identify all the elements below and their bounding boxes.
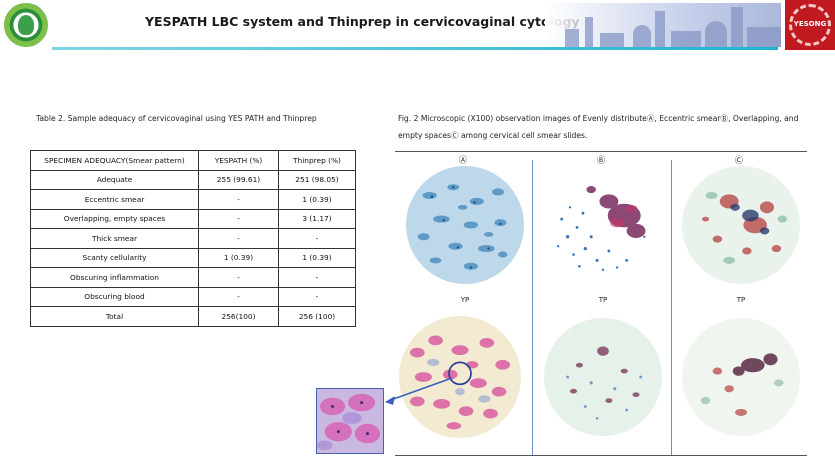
table-row: Obscuring blood - -	[30, 287, 356, 307]
zoom-inset-image	[316, 388, 384, 454]
column-separator	[532, 160, 533, 455]
micrograph-b-tp	[544, 166, 662, 284]
table-row: Overlapping, empty spaces - 3 (1.17)	[30, 209, 356, 229]
row-label-tp: TP	[598, 296, 608, 304]
column-label-c: Ⓒ	[734, 156, 744, 166]
table-caption: Table 2. Sample adequacy of cervicovagin…	[36, 114, 317, 123]
table-cell: -	[278, 287, 356, 307]
table-row: Scanty cellularity 1 (0.39) 1 (0.39)	[30, 248, 356, 268]
table-cell: -	[198, 267, 279, 288]
micrograph-c-tp	[682, 166, 800, 284]
table-cell: 255 (99.61)	[198, 170, 279, 190]
table-cell: Total	[30, 306, 199, 327]
table-cell: -	[278, 267, 356, 288]
figure-top-rule	[395, 151, 807, 152]
table-cell: 1 (0.39)	[278, 189, 356, 210]
column-header: Thinprep (%)	[278, 150, 356, 171]
table-cell: -	[198, 228, 279, 249]
table-cell: 256(100)	[198, 306, 279, 327]
table-row: Total 256(100) 256 (100)	[30, 306, 356, 327]
table-cell: Eccentric smear	[30, 189, 199, 210]
table-cell: Thick smear	[30, 228, 199, 249]
table-cell: 1 (0.39)	[198, 248, 279, 268]
header-divider	[52, 47, 778, 50]
table-header-row: SPECIMEN ADEQUACY(Smear pattern) YESPATH…	[30, 150, 356, 171]
row-label-tp: TP	[736, 296, 746, 304]
table-row: Eccentric smear - 1 (0.39)	[30, 189, 356, 210]
table-cell: -	[198, 287, 279, 307]
micrograph-b-bottom	[544, 318, 662, 436]
adequacy-table: SPECIMEN ADEQUACY(Smear pattern) YESPATH…	[30, 150, 356, 327]
institution-logo	[4, 3, 48, 47]
table-cell: Scanty cellularity	[30, 248, 199, 268]
column-label-a: Ⓐ	[458, 156, 468, 166]
table-cell: -	[278, 228, 356, 249]
table-cell: 3 (1.17)	[278, 209, 356, 229]
header-skyline-image	[545, 3, 781, 47]
table-cell: Adequate	[30, 170, 199, 190]
table-cell: 1 (0.39)	[278, 248, 356, 268]
column-header: YESPATH (%)	[198, 150, 279, 171]
yesong-logo: YESONG	[785, 0, 835, 50]
table-cell: Overlapping, empty spaces	[30, 209, 199, 229]
column-separator	[671, 160, 672, 455]
figure-caption: Fig. 2 Microscopic (X100) observation im…	[398, 114, 799, 140]
table-cell: 251 (98.05)	[278, 170, 356, 190]
table-row: Obscuring inflammation - -	[30, 267, 356, 288]
column-label-b: Ⓑ	[596, 156, 606, 166]
figure-bottom-rule	[395, 455, 807, 456]
table-cell: 256 (100)	[278, 306, 356, 327]
table-cell: -	[198, 189, 279, 210]
table-cell: Obscuring blood	[30, 287, 199, 307]
row-label-yp: YP	[460, 296, 470, 304]
column-header: SPECIMEN ADEQUACY(Smear pattern)	[30, 150, 199, 171]
table-row: Adequate 255 (99.61) 251 (98.05)	[30, 170, 356, 190]
table-cell: Obscuring inflammation	[30, 267, 199, 288]
micrograph-a-bottom	[399, 316, 521, 438]
table-row: Thick smear - -	[30, 228, 356, 249]
table-cell: -	[198, 209, 279, 229]
micrograph-a-yp	[406, 166, 524, 284]
page-title: YESPATH LBC system and Thinprep in cervi…	[145, 14, 580, 29]
micrograph-c-bottom	[682, 318, 800, 436]
